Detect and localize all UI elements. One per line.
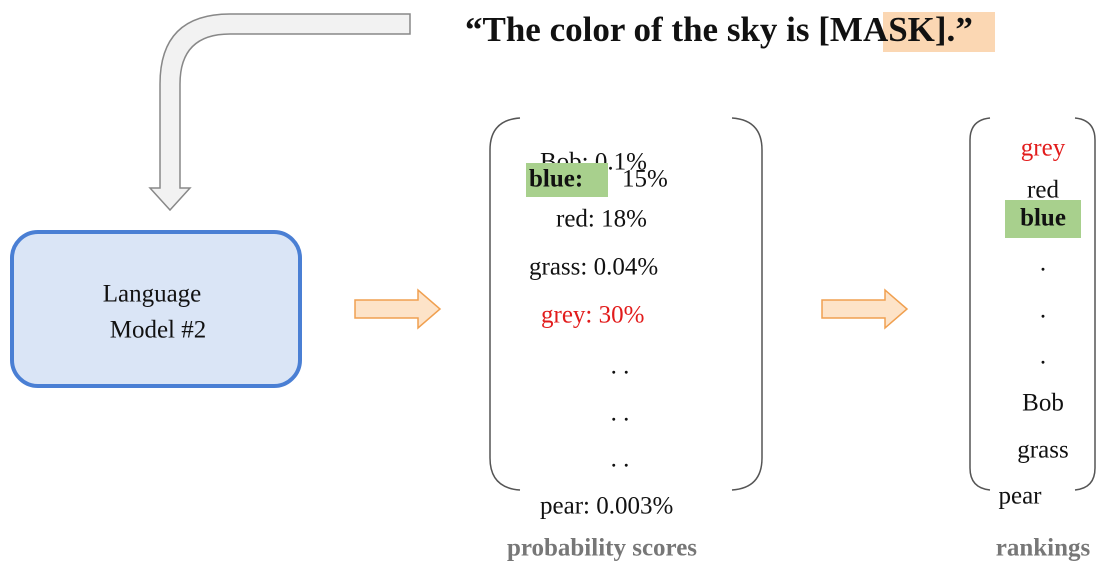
bracket — [1074, 117, 1096, 491]
rank-item: grey — [1021, 135, 1066, 162]
prompt: “The color of the sky is [MASK].” — [465, 10, 973, 49]
model-box — [10, 230, 302, 388]
curved-arrow — [148, 13, 411, 212]
caption: probability scores — [507, 535, 697, 562]
prob-item: grey: 30% — [541, 302, 644, 329]
model-label: Model #2 — [110, 317, 207, 344]
prob-item: grass: 0.04% — [529, 254, 658, 281]
prob-word: blue: — [529, 166, 583, 193]
mask-highlight — [883, 12, 995, 52]
bracket — [489, 117, 521, 491]
prompt-after: ” — [955, 10, 973, 49]
ellipsis: . — [1040, 297, 1046, 324]
rank-item: blue — [1020, 205, 1066, 232]
ellipsis: . — [1040, 343, 1046, 370]
rank-item: Bob — [1022, 390, 1064, 417]
ellipsis: . . — [611, 353, 630, 380]
rank-item: red — [1027, 177, 1059, 204]
ellipsis: . . — [611, 400, 630, 427]
caption: rankings — [996, 535, 1091, 562]
ellipsis: . . — [611, 446, 630, 473]
model-label: Language — [103, 281, 202, 308]
prompt-before: “The color of the sky is — [465, 10, 818, 49]
rank-item: grass — [1017, 437, 1068, 464]
highlight — [526, 163, 608, 197]
prob-item: red: 18% — [556, 206, 647, 233]
bracket — [731, 117, 763, 491]
highlight — [1005, 200, 1081, 238]
arrow — [821, 288, 909, 330]
ellipsis: . — [1040, 250, 1046, 277]
arrow — [354, 288, 442, 330]
rank-item: pear — [998, 483, 1042, 510]
bracket — [969, 117, 991, 491]
prompt-mask: [MASK]. — [818, 10, 955, 49]
prob-item: pear: 0.003% — [540, 493, 673, 520]
prob-score: 15% — [622, 166, 668, 193]
